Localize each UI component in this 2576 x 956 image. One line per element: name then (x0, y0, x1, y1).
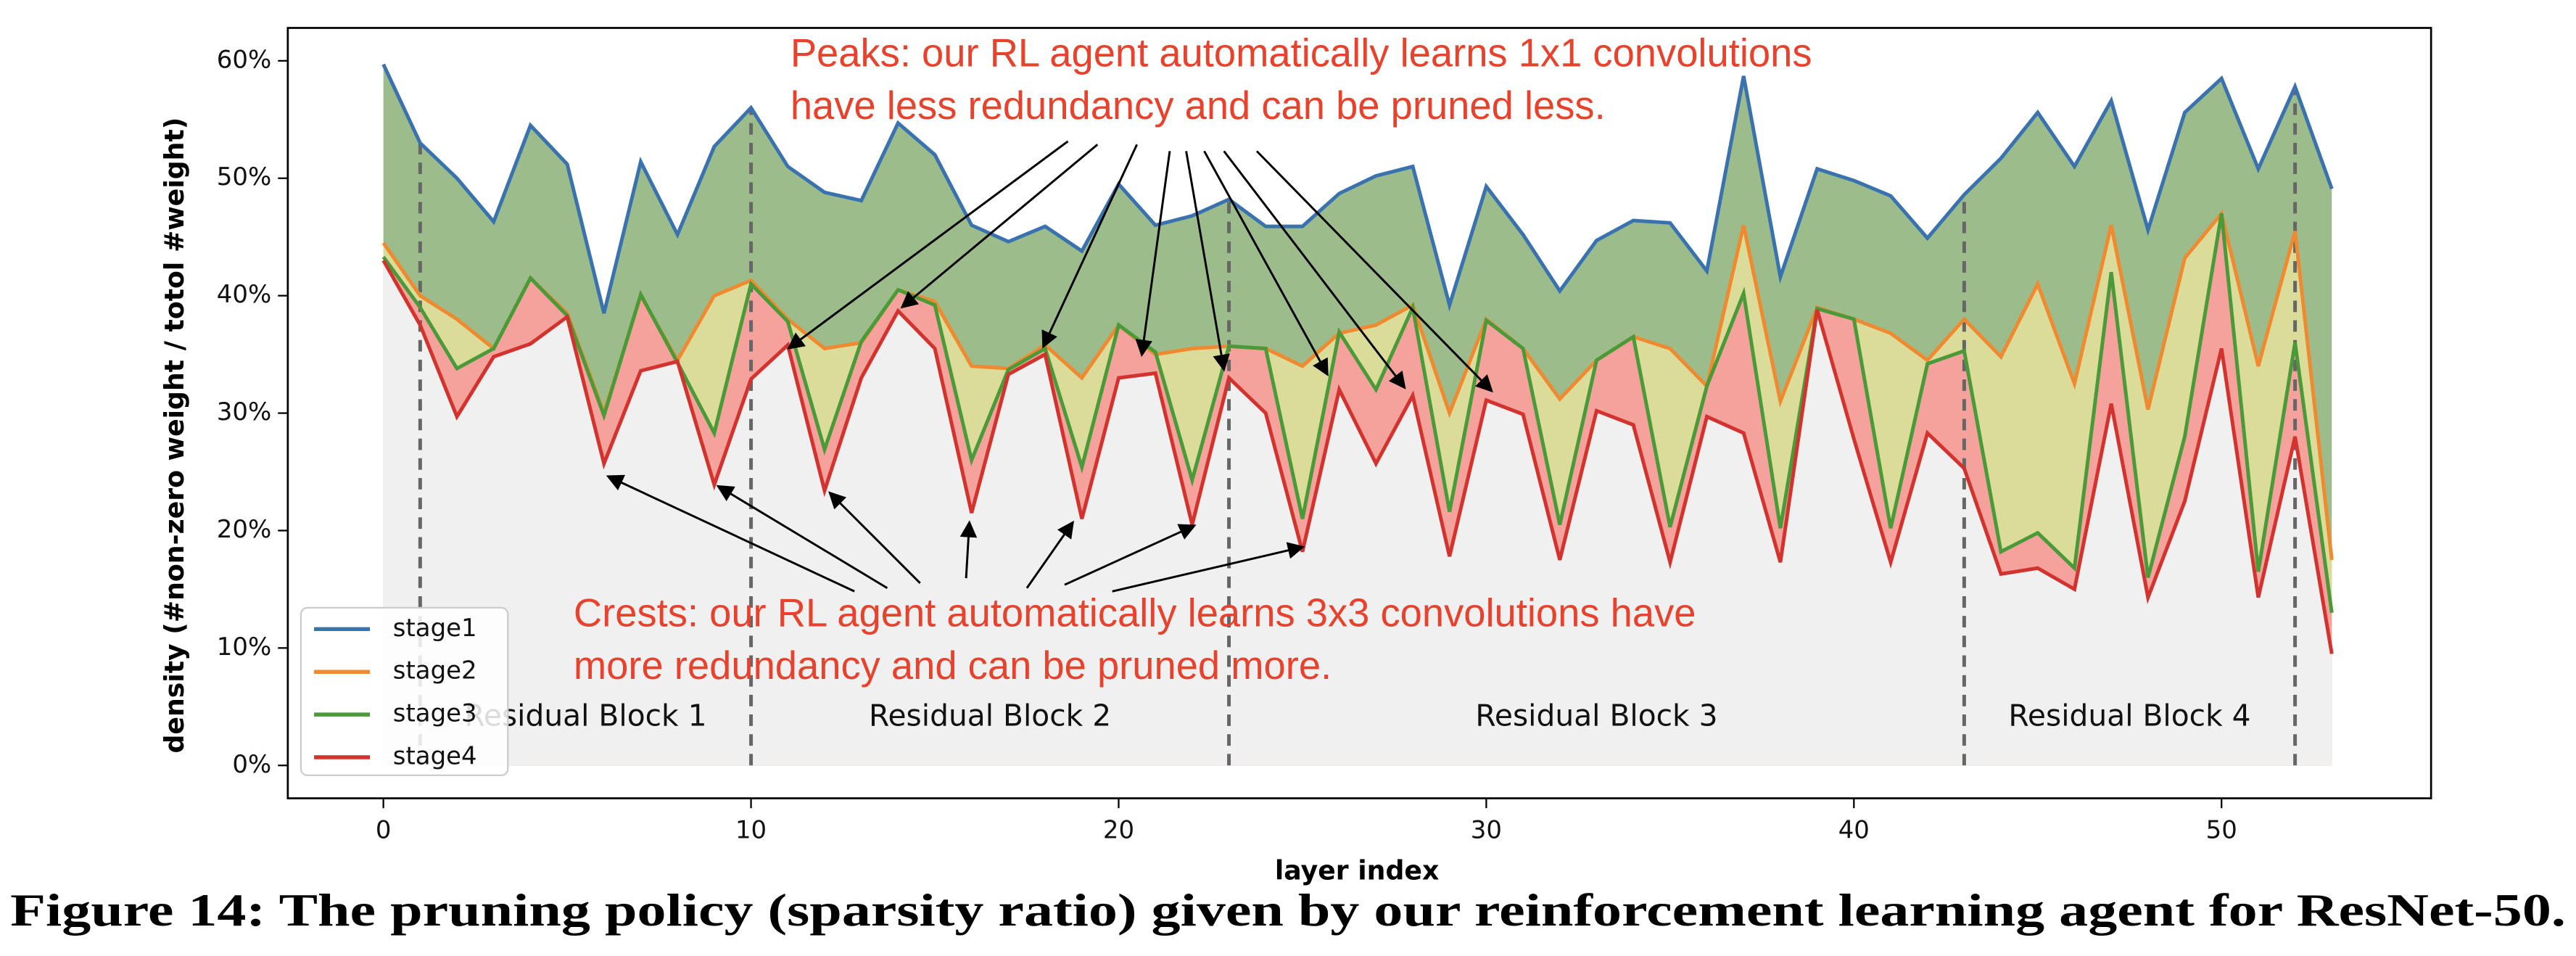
annotation: more redundancy and can be pruned more. (574, 643, 1332, 688)
x-tick-label: 30 (1471, 815, 1502, 844)
y-tick-label: 40% (217, 280, 271, 309)
arrow (828, 491, 921, 584)
arrow (606, 474, 855, 593)
y-tick-label: 30% (217, 397, 271, 427)
crest-arrows (606, 474, 1305, 593)
caption: Figure 14: The pruning policy (sparsity … (10, 885, 2566, 936)
arrow (1185, 151, 1230, 372)
peak-arrows (787, 140, 1493, 393)
legend-label: stage2 (393, 656, 477, 685)
block-label: Residual Block 2 (869, 699, 1111, 733)
series-line (381, 209, 2334, 561)
annotation: Peaks: our RL agent automatically learns… (790, 30, 1812, 75)
arrow (787, 140, 1069, 350)
x-tick-label: 10 (735, 815, 767, 844)
arrow (1025, 520, 1075, 589)
arrow (1223, 150, 1406, 390)
y-tick-label: 50% (217, 162, 271, 191)
series-line (381, 259, 2334, 654)
y-tick-label: 20% (217, 515, 271, 544)
y-axis-label: density (#non-zero weight / totol #weigh… (159, 118, 190, 754)
y-tick-label: 0% (232, 750, 271, 779)
block-label: Residual Block 3 (1475, 699, 1717, 733)
legend-box (300, 606, 509, 777)
legend-label: stage3 (393, 699, 477, 728)
annotation: have less redundancy and can be pruned l… (790, 83, 1606, 128)
x-tick-label: 40 (1838, 815, 1870, 844)
y-tick-label: 60% (217, 45, 271, 74)
arrow (1112, 542, 1305, 593)
series-line (381, 63, 2334, 314)
arrow (716, 485, 888, 589)
annotation: Crests: our RL agent automatically learn… (574, 591, 1696, 635)
y-tick-label: 10% (217, 632, 271, 662)
arrow (1255, 150, 1493, 393)
plot-area (381, 63, 2334, 766)
legend-label: stage1 (393, 614, 477, 643)
arrow (1041, 144, 1138, 349)
area-fill (383, 260, 2332, 766)
x-tick-label: 0 (376, 815, 392, 844)
arrow (1135, 151, 1171, 358)
x-tick-label: 20 (1103, 815, 1134, 844)
arrow (1064, 524, 1197, 586)
x-axis-label: layer index (1275, 855, 1439, 886)
series-line (381, 213, 2334, 614)
arrow (959, 520, 978, 579)
block-label: Residual Block 4 (2008, 699, 2250, 733)
x-tick-label: 50 (2206, 815, 2237, 844)
arrow (1203, 150, 1329, 376)
legend-label: stage4 (393, 741, 477, 770)
arrow (900, 144, 1099, 309)
